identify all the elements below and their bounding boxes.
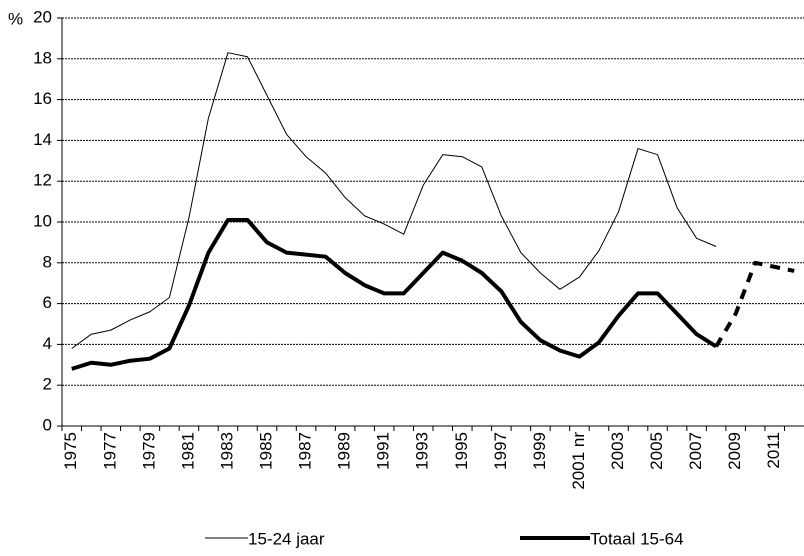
y-tick-label: 0 bbox=[43, 415, 52, 434]
x-tick-label: 1995 bbox=[452, 432, 471, 470]
x-tick-label: 1981 bbox=[178, 432, 197, 470]
y-tick-label: 6 bbox=[43, 293, 52, 312]
x-tick-label: 1989 bbox=[335, 432, 354, 470]
x-tick-label: 2003 bbox=[608, 432, 627, 470]
y-axis-label: % bbox=[8, 9, 23, 28]
y-tick-label: 10 bbox=[33, 211, 52, 230]
x-tick-label: 1997 bbox=[491, 432, 510, 470]
y-tick-label: 8 bbox=[43, 252, 52, 271]
x-tick-label: 2005 bbox=[647, 432, 666, 470]
y-tick-label: 18 bbox=[33, 48, 52, 67]
x-tick-label: 2001 nr bbox=[569, 432, 588, 490]
series-line bbox=[71, 52, 717, 349]
x-tick-label: 1977 bbox=[100, 432, 119, 470]
series-line bbox=[71, 217, 718, 371]
x-tick-label: 1999 bbox=[530, 432, 549, 470]
y-tick-label: 14 bbox=[33, 130, 52, 149]
series-line bbox=[714, 260, 795, 348]
x-tick-label: 1987 bbox=[296, 432, 315, 470]
x-tick-label: 2007 bbox=[686, 432, 705, 470]
x-tick-label: 1983 bbox=[217, 432, 236, 470]
y-tick-label: 4 bbox=[43, 334, 52, 353]
y-tick-label: 16 bbox=[33, 89, 52, 108]
legend-label: 15-24 jaar bbox=[248, 529, 325, 548]
x-tick-label: 1979 bbox=[139, 432, 158, 470]
y-tick-label: 12 bbox=[33, 171, 52, 190]
x-tick-label: 2009 bbox=[725, 432, 744, 470]
y-tick-label: 2 bbox=[43, 375, 52, 394]
legend-label: Totaal 15-64 bbox=[590, 529, 684, 548]
y-tick-label: 20 bbox=[33, 7, 52, 26]
x-tick-label: 1993 bbox=[413, 432, 432, 470]
x-tick-label: 1975 bbox=[61, 432, 80, 470]
x-tick-label: 1991 bbox=[374, 432, 393, 470]
x-tick-label: 1985 bbox=[257, 432, 276, 470]
x-tick-label: 2011 bbox=[764, 432, 783, 469]
